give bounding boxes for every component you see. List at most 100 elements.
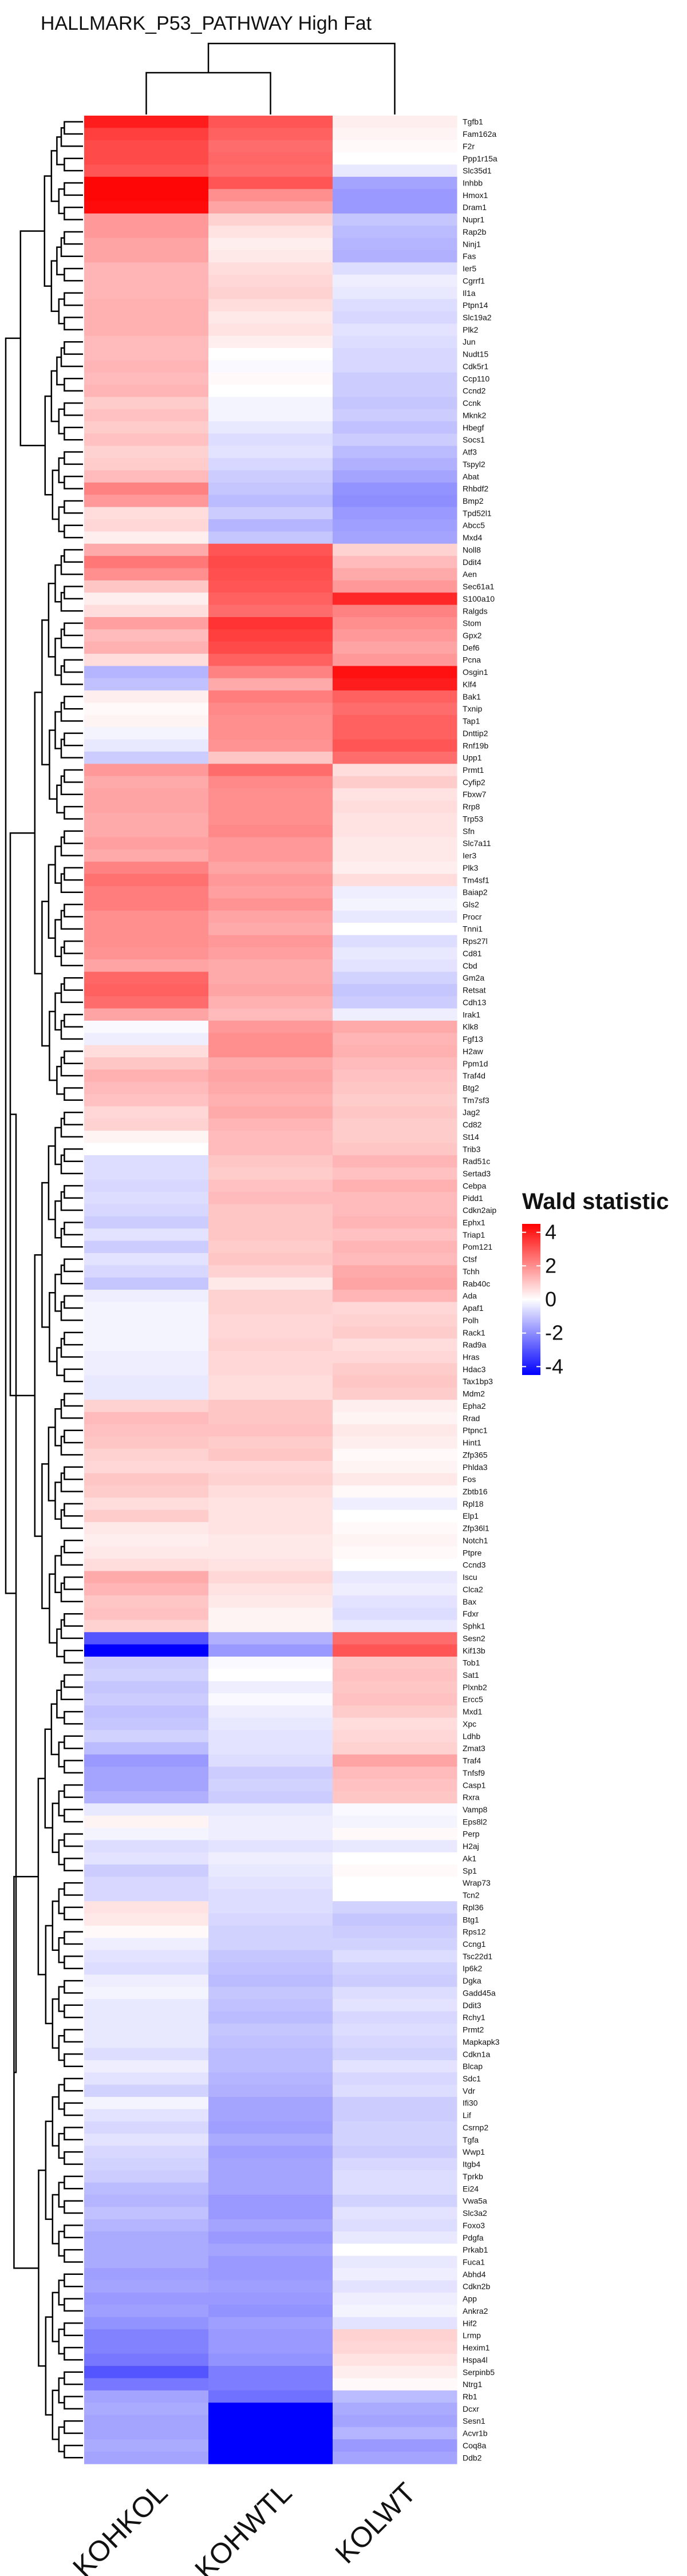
row-label: Sdc1 <box>463 2074 481 2083</box>
row-dendrogram-branch <box>64 2053 83 2067</box>
heatmap-cell <box>208 1754 333 1767</box>
heatmap-cell <box>208 1840 333 1853</box>
heatmap-cell <box>84 1559 209 1571</box>
heatmap-cell <box>84 116 209 128</box>
heatmap-cell <box>333 397 457 410</box>
row-dendrogram-branch <box>64 2298 83 2312</box>
row-dendrogram-branch <box>64 2004 83 2018</box>
heatmap-cell <box>333 800 457 813</box>
heatmap-cell <box>333 1888 457 1902</box>
heatmap-cell <box>333 2415 457 2428</box>
row-label: Sertad3 <box>463 1169 491 1178</box>
heatmap-cell <box>333 592 457 606</box>
heatmap-cell <box>208 1986 333 2000</box>
row-dendrogram-branch <box>37 1777 46 1976</box>
heatmap-cell <box>84 1681 209 1694</box>
row-label: Tcn2 <box>463 1891 480 1900</box>
heatmap-cell <box>84 1876 209 1890</box>
row-label: Prmt2 <box>463 2025 484 2034</box>
row-label: Ccp110 <box>463 374 489 383</box>
heatmap-cell <box>84 1240 209 1254</box>
heatmap-cell <box>333 1999 457 2012</box>
heatmap-cell <box>208 654 333 666</box>
row-dendrogram-branch <box>64 292 83 306</box>
heatmap-cell <box>84 458 209 471</box>
row-label: Plk2 <box>463 325 478 334</box>
heatmap-cell <box>208 641 333 654</box>
heatmap-cell <box>84 2305 209 2318</box>
heatmap-cell <box>333 1669 457 1682</box>
heatmap-cell <box>84 825 209 838</box>
heatmap-cell <box>208 213 333 226</box>
heatmap-cell <box>208 433 333 447</box>
row-dendrogram-branch <box>44 1728 53 1829</box>
row-label: Ptpn14 <box>463 301 488 310</box>
row-label: Def6 <box>463 643 480 652</box>
row-label: Csrnp2 <box>463 2123 488 2132</box>
heatmap-cell <box>208 2317 333 2330</box>
row-dendrogram-branch <box>19 230 45 447</box>
heatmap-cell <box>333 1118 457 1131</box>
row-dendrogram-branch <box>56 356 65 386</box>
heatmap-cell <box>333 1546 457 1559</box>
row-dendrogram-branch <box>13 1875 39 2269</box>
heatmap-cell <box>333 825 457 838</box>
colorbar-tick-label: -2 <box>545 1321 563 1345</box>
row-dendrogram-branch <box>58 188 65 215</box>
heatmap-cell <box>333 1485 457 1498</box>
heatmap-cell <box>84 2084 209 2097</box>
row-label: Rps12 <box>463 1927 486 1937</box>
heatmap-cell <box>84 1803 209 1816</box>
heatmap-cell <box>208 617 333 630</box>
row-dendrogram-branch <box>64 1735 83 1749</box>
row-label: Irak1 <box>463 1010 480 1019</box>
heatmap-cell <box>333 1864 457 1878</box>
row-label: Tsc22d1 <box>463 1951 492 1961</box>
heatmap-cell <box>333 2207 457 2220</box>
heatmap-cell <box>84 1815 209 1828</box>
row-label: Traf4d <box>463 1071 485 1080</box>
heatmap-cell <box>84 299 209 312</box>
heatmap-cell <box>84 250 209 263</box>
heatmap-cell <box>84 1400 209 1413</box>
heatmap-cell <box>208 2341 333 2354</box>
row-dendrogram-branch <box>58 1741 65 1768</box>
heatmap-cell <box>84 1375 209 1388</box>
row-label: Triap1 <box>463 1230 485 1239</box>
row-label: Zmat3 <box>463 1744 485 1753</box>
heatmap-cell <box>84 1412 209 1425</box>
heatmap-cell <box>208 385 333 397</box>
heatmap-cell <box>84 1999 209 2012</box>
heatmap-cell <box>208 1118 333 1131</box>
heatmap-cell <box>208 2207 333 2220</box>
heatmap-cell <box>333 1020 457 1033</box>
heatmap-cell <box>84 910 209 923</box>
heatmap-cell <box>333 2353 457 2366</box>
heatmap-cell <box>208 629 333 642</box>
heatmap-cell <box>208 128 333 141</box>
heatmap-cell <box>84 2317 209 2330</box>
row-dendrogram-branch <box>64 2444 83 2459</box>
heatmap-cell <box>208 776 333 789</box>
heatmap-cell <box>84 654 209 666</box>
row-label: Polh <box>463 1315 479 1325</box>
row-label: Aen <box>463 570 477 579</box>
heatmap-cell <box>208 2243 333 2257</box>
heatmap-cell <box>208 1424 333 1437</box>
heatmap-cell <box>333 2427 457 2440</box>
heatmap-cell <box>333 910 457 923</box>
heatmap-cell <box>208 1803 333 1816</box>
heatmap-cell <box>208 2268 333 2281</box>
heatmap-cell <box>333 1717 457 1730</box>
row-dendrogram-branch <box>5 337 21 1594</box>
row-dendrogram-branch <box>58 1888 65 1914</box>
heatmap-cell <box>208 1106 333 1119</box>
heatmap-cell <box>208 2403 333 2416</box>
heatmap-cell <box>333 116 457 128</box>
heatmap-cell <box>84 482 209 495</box>
row-label: Lrmp <box>463 2331 481 2340</box>
heatmap-cell <box>84 2121 209 2134</box>
row-label: Ntrg1 <box>463 2380 482 2389</box>
heatmap-cell <box>208 1008 333 1021</box>
heatmap-cell <box>84 1938 209 1951</box>
